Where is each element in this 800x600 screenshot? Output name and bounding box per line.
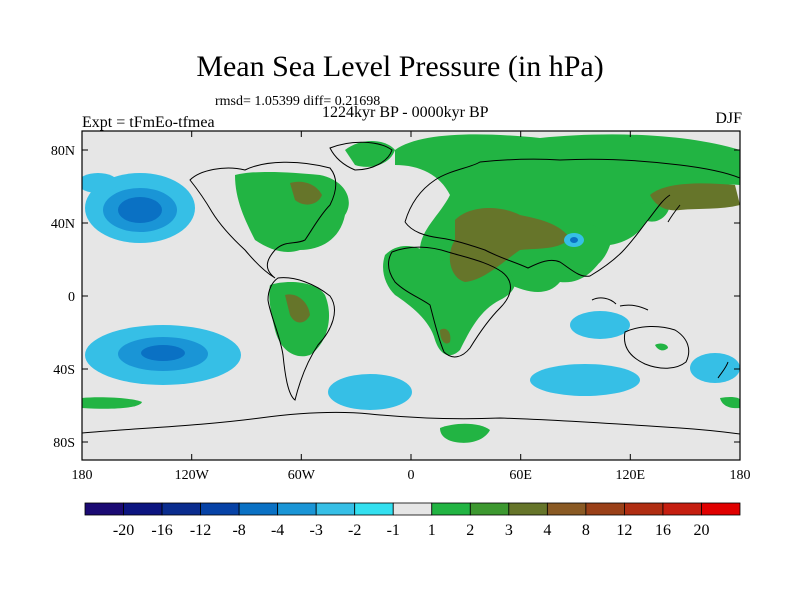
colorbar-label: -1 — [387, 522, 400, 539]
greenland-coast — [329, 141, 393, 171]
strong-positive-regions — [285, 181, 740, 344]
africa-core — [440, 328, 451, 344]
africa-coast — [387, 246, 511, 358]
colorbar-swatch — [123, 502, 163, 516]
negative-anomaly-regions — [82, 173, 740, 410]
colorbar-swatch — [161, 502, 201, 516]
longitude-axis: 180 120W 60W 0 60E 120E 180 — [72, 131, 751, 483]
colorbar-swatch — [392, 502, 433, 516]
longitude-tick-marks — [81, 131, 741, 460]
south-america-coast — [267, 277, 335, 401]
lon-tick-60w: 60W — [288, 468, 316, 483]
stats-line: rmsd= 1.05399 diff= 0.21698 — [215, 94, 380, 110]
colorbar-swatch — [315, 502, 356, 516]
colorbar-swatch — [546, 502, 587, 516]
lon-tick-0: 0 — [408, 468, 415, 483]
antarctic-region — [440, 423, 490, 443]
south-america-core — [285, 294, 310, 323]
colorbar-swatch — [624, 502, 664, 516]
colorbar-label: 2 — [466, 522, 474, 539]
eurasia-coast — [404, 158, 740, 277]
colorbar-label: 8 — [582, 522, 590, 539]
lon-tick-120w: 120W — [175, 468, 210, 483]
north-pacific-low-core — [118, 197, 162, 223]
colorbar-swatch — [238, 502, 279, 516]
north-america-core — [290, 181, 322, 205]
south-indian-low — [530, 364, 640, 396]
colorbar-label: 12 — [616, 522, 632, 539]
southern-ocean-region-east — [720, 396, 740, 409]
coastlines — [82, 141, 740, 435]
colorbar-swatch — [354, 502, 394, 516]
greenland-region — [345, 141, 395, 167]
south-pacific-low-core — [141, 345, 185, 361]
colorbar-label: -8 — [232, 522, 245, 539]
colorbar-label: -3 — [310, 522, 323, 539]
east-asia-core — [650, 183, 740, 211]
colorbar-label: -16 — [151, 522, 172, 539]
indonesia-coast — [591, 297, 649, 311]
australia-coast — [623, 326, 690, 369]
indian-ocean-low — [570, 311, 630, 339]
time-period: 1224kyr BP - 0000kyr BP — [322, 104, 489, 121]
lon-tick-120e: 120E — [616, 468, 646, 483]
colorbar-label: 3 — [505, 522, 513, 539]
colorbar: -20 -16 -12 -8 -4 -3 -2 -1 1 2 3 4 8 12 16 20 — [84, 502, 741, 539]
colorbar-swatch — [200, 502, 240, 516]
southeast-asia-region — [573, 223, 610, 269]
south-atlantic-low — [328, 374, 412, 410]
colorbar-label: 1 — [428, 522, 436, 539]
latitude-tick-marks — [82, 149, 740, 443]
colorbar-swatch — [701, 502, 741, 516]
colorbar-label: -12 — [190, 522, 211, 539]
colorbar-label: 16 — [655, 522, 671, 539]
australia-region — [655, 343, 668, 351]
colorbar-label: 20 — [693, 522, 709, 539]
colorbar-label: 4 — [543, 522, 551, 539]
season-label: DJF — [715, 110, 742, 127]
colorbar-swatch — [431, 502, 471, 516]
colorbar-swatch — [84, 502, 124, 516]
north-america-region — [235, 171, 349, 252]
southern-ocean-region — [82, 397, 142, 409]
lat-tick-40s: 40S — [53, 363, 75, 378]
colorbar-swatch — [508, 502, 548, 516]
lon-tick-60e: 60E — [509, 468, 532, 483]
colorbar-swatch — [585, 502, 625, 516]
colorbar-label: -4 — [271, 522, 284, 539]
colorbar-swatch — [469, 502, 510, 516]
map-panel — [82, 131, 740, 460]
lon-tick-180w: 180 — [72, 468, 93, 483]
diff-value: diff= 0.21698 — [303, 94, 381, 109]
map-title: Mean Sea Level Pressure (in hPa) — [196, 50, 604, 83]
lat-tick-0: 0 — [68, 290, 75, 305]
tibet-low-core — [570, 237, 578, 243]
antarctica-coast — [82, 411, 740, 435]
japan-coast — [667, 204, 681, 223]
colorbar-label: -2 — [348, 522, 361, 539]
north-pacific-low-west — [82, 173, 118, 193]
latitude-axis: 80N 40N 0 40S 80S — [51, 144, 740, 451]
colorbar-swatch — [662, 502, 702, 516]
lat-tick-80n: 80N — [51, 144, 75, 159]
tasman-low — [690, 353, 740, 383]
experiment-label: Expt = tFmEo-tfmea — [82, 114, 215, 131]
lat-tick-40n: 40N — [51, 217, 75, 232]
lat-tick-80s: 80S — [53, 436, 75, 451]
new-zealand-coast — [717, 361, 729, 379]
colorbar-label: -20 — [113, 522, 134, 539]
north-america-coast — [189, 161, 337, 279]
rmsd-value: rmsd= 1.05399 — [215, 94, 300, 109]
eurasia-core — [449, 208, 570, 282]
lon-tick-180e: 180 — [730, 468, 751, 483]
colorbar-swatch — [277, 502, 317, 516]
